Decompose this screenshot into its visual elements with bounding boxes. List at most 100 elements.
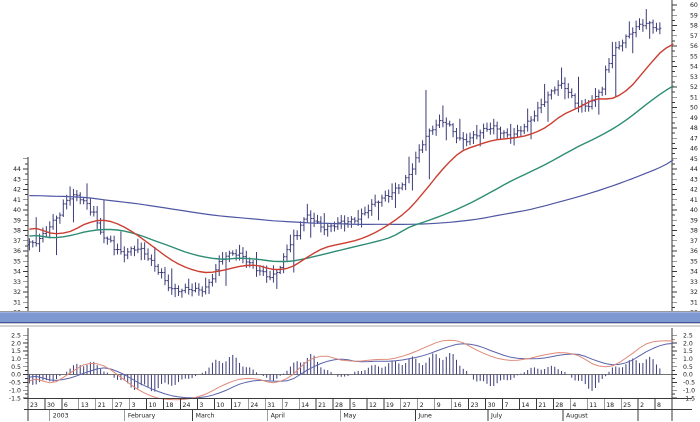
price-right-axis-label: 44 bbox=[690, 166, 698, 173]
week-tick-label: 23 bbox=[30, 402, 38, 409]
price-right-axis-label: 38 bbox=[690, 228, 698, 235]
week-tick-label: 11 bbox=[589, 402, 597, 409]
price-left-axis-label: 44 bbox=[13, 166, 21, 173]
oscillator-blue-line bbox=[29, 342, 674, 399]
week-tick-label: 3 bbox=[199, 402, 203, 409]
week-tick-label: 7 bbox=[284, 402, 288, 409]
week-tick-label: 19 bbox=[386, 402, 394, 409]
week-tick-label: 2 bbox=[640, 402, 644, 409]
price-right-axis-label: 41 bbox=[690, 197, 698, 204]
oscillator-left-axis-label: -1.5 bbox=[9, 395, 21, 402]
price-left-axis-label: 41 bbox=[13, 197, 21, 204]
long-ma-navy-line bbox=[29, 159, 674, 225]
week-tick-label: 8 bbox=[657, 402, 661, 409]
price-right-axis-label: 56 bbox=[690, 43, 698, 50]
price-right-axis-label: 51 bbox=[690, 94, 698, 101]
price-left-axis-label: 34 bbox=[13, 269, 21, 276]
price-right-axis-label: 57 bbox=[690, 33, 698, 40]
week-tick-label: 4 bbox=[572, 402, 576, 409]
week-tick-label: 2 bbox=[420, 402, 424, 409]
price-right-axis-label: 32 bbox=[690, 289, 698, 296]
month-label: April bbox=[271, 413, 285, 420]
week-tick-label: 28 bbox=[335, 402, 343, 409]
price-panel[interactable]: 3031323334353637383940414243444546474849… bbox=[13, 0, 698, 317]
week-tick-label: 31 bbox=[267, 402, 275, 409]
week-tick-label: 6 bbox=[64, 402, 68, 409]
oscillator-left-axis-label: 1.0 bbox=[11, 356, 21, 363]
week-tick-label: 24 bbox=[183, 402, 191, 409]
price-right-axis-label: 58 bbox=[690, 23, 698, 30]
oscillator-left-axis-label: 1.5 bbox=[11, 348, 21, 355]
price-right-axis-label: 35 bbox=[690, 258, 698, 265]
week-tick-label: 5 bbox=[352, 402, 356, 409]
oscillator-left-axis-label: -0.5 bbox=[9, 380, 21, 387]
date-axis-lines bbox=[24, 398, 692, 421]
oscillator-right-axis-label: 2.0 bbox=[683, 340, 693, 347]
week-tick-label: 23 bbox=[471, 402, 479, 409]
price-left-axis-label: 40 bbox=[13, 207, 21, 214]
price-right-axis-label: 34 bbox=[690, 269, 698, 276]
fast-ma-red-line bbox=[29, 43, 674, 274]
week-tick-label: 16 bbox=[454, 402, 462, 409]
week-tick-label: 13 bbox=[81, 402, 89, 409]
price-right-axis-label: 45 bbox=[690, 156, 698, 163]
price-right-axis-label: 53 bbox=[690, 74, 698, 81]
week-tick-label: 14 bbox=[301, 402, 309, 409]
week-tick-label: 27 bbox=[115, 402, 123, 409]
oscillator-right-axis-label: -0.5 bbox=[683, 380, 695, 387]
oscillator-right-axis-label: 0.5 bbox=[683, 364, 693, 371]
price-right-axis-label: 55 bbox=[690, 53, 698, 60]
week-tick-label: 14 bbox=[521, 402, 529, 409]
week-tick-label: 3 bbox=[132, 402, 136, 409]
month-label: May bbox=[343, 413, 356, 420]
price-left-axis-label: 35 bbox=[13, 258, 21, 265]
price-left-axis-label: 31 bbox=[13, 299, 21, 306]
panel-splitter[interactable] bbox=[0, 312, 700, 323]
week-tick-label: 30 bbox=[488, 402, 496, 409]
intermediate-ma-green-line bbox=[29, 85, 674, 263]
price-right-axis-label: 42 bbox=[690, 187, 698, 194]
oscillator-left-axis-label: -1.0 bbox=[9, 387, 21, 394]
price-left-axis-label: 33 bbox=[13, 279, 21, 286]
price-right-axis-label: 49 bbox=[690, 115, 698, 122]
oscillator-right-axis-label: -1.0 bbox=[683, 387, 695, 394]
price-right-axis-label: 39 bbox=[690, 217, 698, 224]
price-right-axis-label: 36 bbox=[690, 248, 698, 255]
price-right-axis-label: 48 bbox=[690, 125, 698, 132]
week-tick-label: 10 bbox=[149, 402, 157, 409]
oscillator-left-axis-label: 0.0 bbox=[11, 372, 21, 379]
week-tick-label: 25 bbox=[623, 402, 631, 409]
price-right-axis-label: 59 bbox=[690, 12, 698, 19]
price-axes bbox=[23, 0, 677, 313]
price-right-axis-label: 33 bbox=[690, 279, 698, 286]
price-right-axis-label: 60 bbox=[690, 2, 698, 9]
week-tick-label: 17 bbox=[233, 402, 241, 409]
oscillator-histogram bbox=[28, 352, 661, 392]
oscillator-red-line bbox=[29, 339, 674, 401]
price-left-axis-label: 37 bbox=[13, 238, 21, 245]
oscillator-right-axis-label: 1.0 bbox=[683, 356, 693, 363]
price-left-axis-label: 42 bbox=[13, 187, 21, 194]
month-label: July bbox=[490, 413, 502, 420]
week-tick-label: 21 bbox=[538, 402, 546, 409]
price-left-axis-label: 43 bbox=[13, 176, 21, 183]
week-tick-label: 30 bbox=[47, 402, 55, 409]
price-right-axis-label: 43 bbox=[690, 176, 698, 183]
week-tick-label: 10 bbox=[216, 402, 224, 409]
oscillator-axes bbox=[23, 328, 677, 399]
price-right-axis-label: 31 bbox=[690, 299, 698, 306]
week-tick-label: 7 bbox=[505, 402, 509, 409]
week-tick-label: 21 bbox=[98, 402, 106, 409]
week-tick-label: 24 bbox=[250, 402, 258, 409]
price-right-axis-label: 50 bbox=[690, 105, 698, 112]
week-tick-label: 18 bbox=[166, 402, 174, 409]
oscillator-right-axis-label: 2.5 bbox=[683, 332, 693, 339]
price-right-axis-label: 46 bbox=[690, 146, 698, 153]
daily-ohlc-bars bbox=[27, 9, 662, 298]
oscillator-panel[interactable]: -1.5 -1.5-1.0 -1.0-0.5 -0.50.0 0.00.5 0.51.0 1… bbox=[0, 325, 700, 402]
price-right-axis-label: 52 bbox=[690, 84, 698, 91]
price-left-axis-label: 39 bbox=[13, 217, 21, 224]
price-right-axis-label: 54 bbox=[690, 64, 698, 71]
oscillator-right-axis-label: 0.0 bbox=[683, 372, 693, 379]
